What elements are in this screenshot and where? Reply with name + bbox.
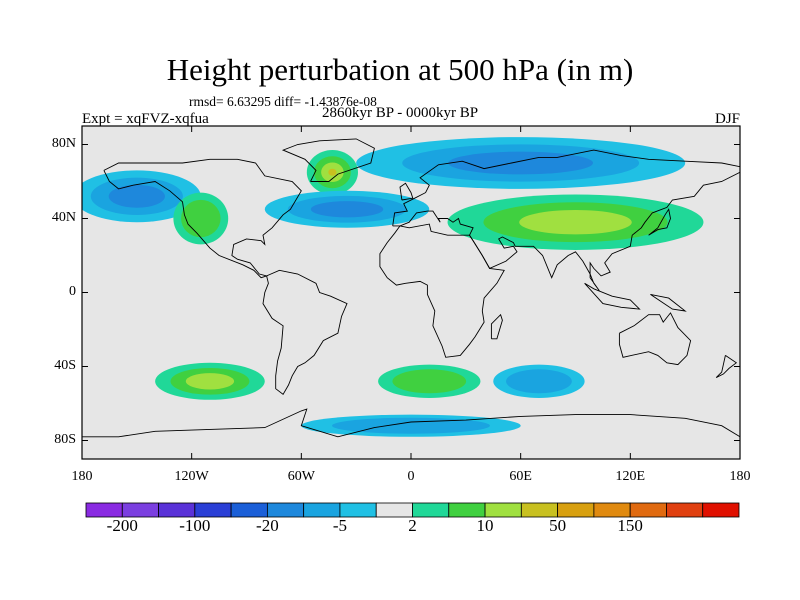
stats-line: rmsd= 6.63295 diff= -1.43876e-08 [189, 94, 377, 109]
lat-label: 80N [51, 135, 76, 151]
lat-label: 40N [51, 209, 76, 225]
colorbar-swatch [629, 502, 667, 518]
colorbar-label: -20 [256, 516, 279, 535]
lon-label: 180 [729, 469, 751, 484]
coastline-layer [82, 138, 740, 438]
contour-sind-trough-1 [506, 369, 572, 394]
coastline-japan [648, 208, 671, 236]
period-label: 2860kyr BP - 0000kyr BP [322, 105, 479, 121]
colorbar-swatch [448, 502, 486, 518]
coastline-north-america [103, 158, 302, 279]
contour-asia-ridge-2 [519, 209, 632, 235]
colorbar-label: -5 [332, 516, 348, 535]
colorbar-swatch [266, 502, 305, 518]
coastline-madagascar [490, 313, 503, 340]
colorbar-swatch [557, 502, 595, 518]
lon-label: 120W [174, 469, 209, 484]
colorbar-label: -100 [179, 516, 211, 535]
contour-namer-ridge-1 [181, 199, 221, 238]
season-label: DJF [714, 111, 740, 127]
colorbar-swatch [339, 502, 377, 518]
axis-ticks [81, 126, 741, 459]
lon-label: 60W [287, 469, 315, 484]
lon-label: 180 [71, 469, 93, 484]
coastline-new-zealand [715, 355, 738, 379]
colorbar-label: -200 [106, 516, 138, 535]
coastline-australia [618, 312, 692, 366]
coastline-indonesia [584, 282, 641, 310]
colorbar [85, 502, 740, 518]
colorbar-swatch [230, 502, 268, 518]
coastline-antarctica [82, 408, 740, 438]
coastline-uk [399, 182, 414, 201]
colorbar-swatch [158, 502, 196, 518]
contour-fill-layer [82, 137, 704, 437]
contour-spac-ridge-2 [185, 373, 235, 390]
coastline-greenland [281, 138, 375, 182]
contour-antarctic-low-1 [332, 417, 490, 434]
lon-label: 0 [407, 469, 415, 484]
contour-npac-trough-2 [108, 184, 165, 208]
experiment-label: Expt = xqFVZ-xqfua [82, 111, 209, 127]
colorbar-swatch [121, 502, 159, 518]
lon-label: 120E [615, 469, 646, 484]
colorbar-swatch [484, 502, 522, 518]
colorbar-swatch [666, 502, 704, 518]
lat-label: 0 [69, 283, 76, 299]
lon-label: 60E [509, 469, 532, 484]
coastline-eurasia [392, 149, 740, 291]
colorbar-label: 2 [408, 516, 417, 535]
colorbar-label: 50 [549, 516, 567, 535]
contour-atlantic-trough-2 [310, 201, 384, 218]
colorbar-swatch [85, 502, 123, 518]
colorbar-label: 10 [476, 516, 494, 535]
coastline-new-guinea [650, 293, 687, 312]
chart-title: Height perturbation at 500 hPa (in m) [166, 52, 634, 87]
contour-greenland-high-3 [328, 168, 337, 176]
colorbar-swatch [593, 502, 631, 518]
coastline-south-america [262, 269, 348, 395]
colorbar-swatch [412, 502, 450, 518]
contour-satl-ridge-1 [392, 369, 467, 394]
colorbar-swatch [520, 502, 559, 518]
colorbar-label: 150 [617, 516, 643, 535]
lat-label: 80S [54, 431, 76, 447]
colorbar-swatch [375, 502, 413, 518]
coastline-africa [379, 223, 505, 358]
lat-label: 40S [54, 357, 76, 373]
colorbar-swatch [303, 502, 341, 518]
colorbar-swatch [702, 502, 740, 518]
colorbar-swatch [194, 502, 232, 518]
